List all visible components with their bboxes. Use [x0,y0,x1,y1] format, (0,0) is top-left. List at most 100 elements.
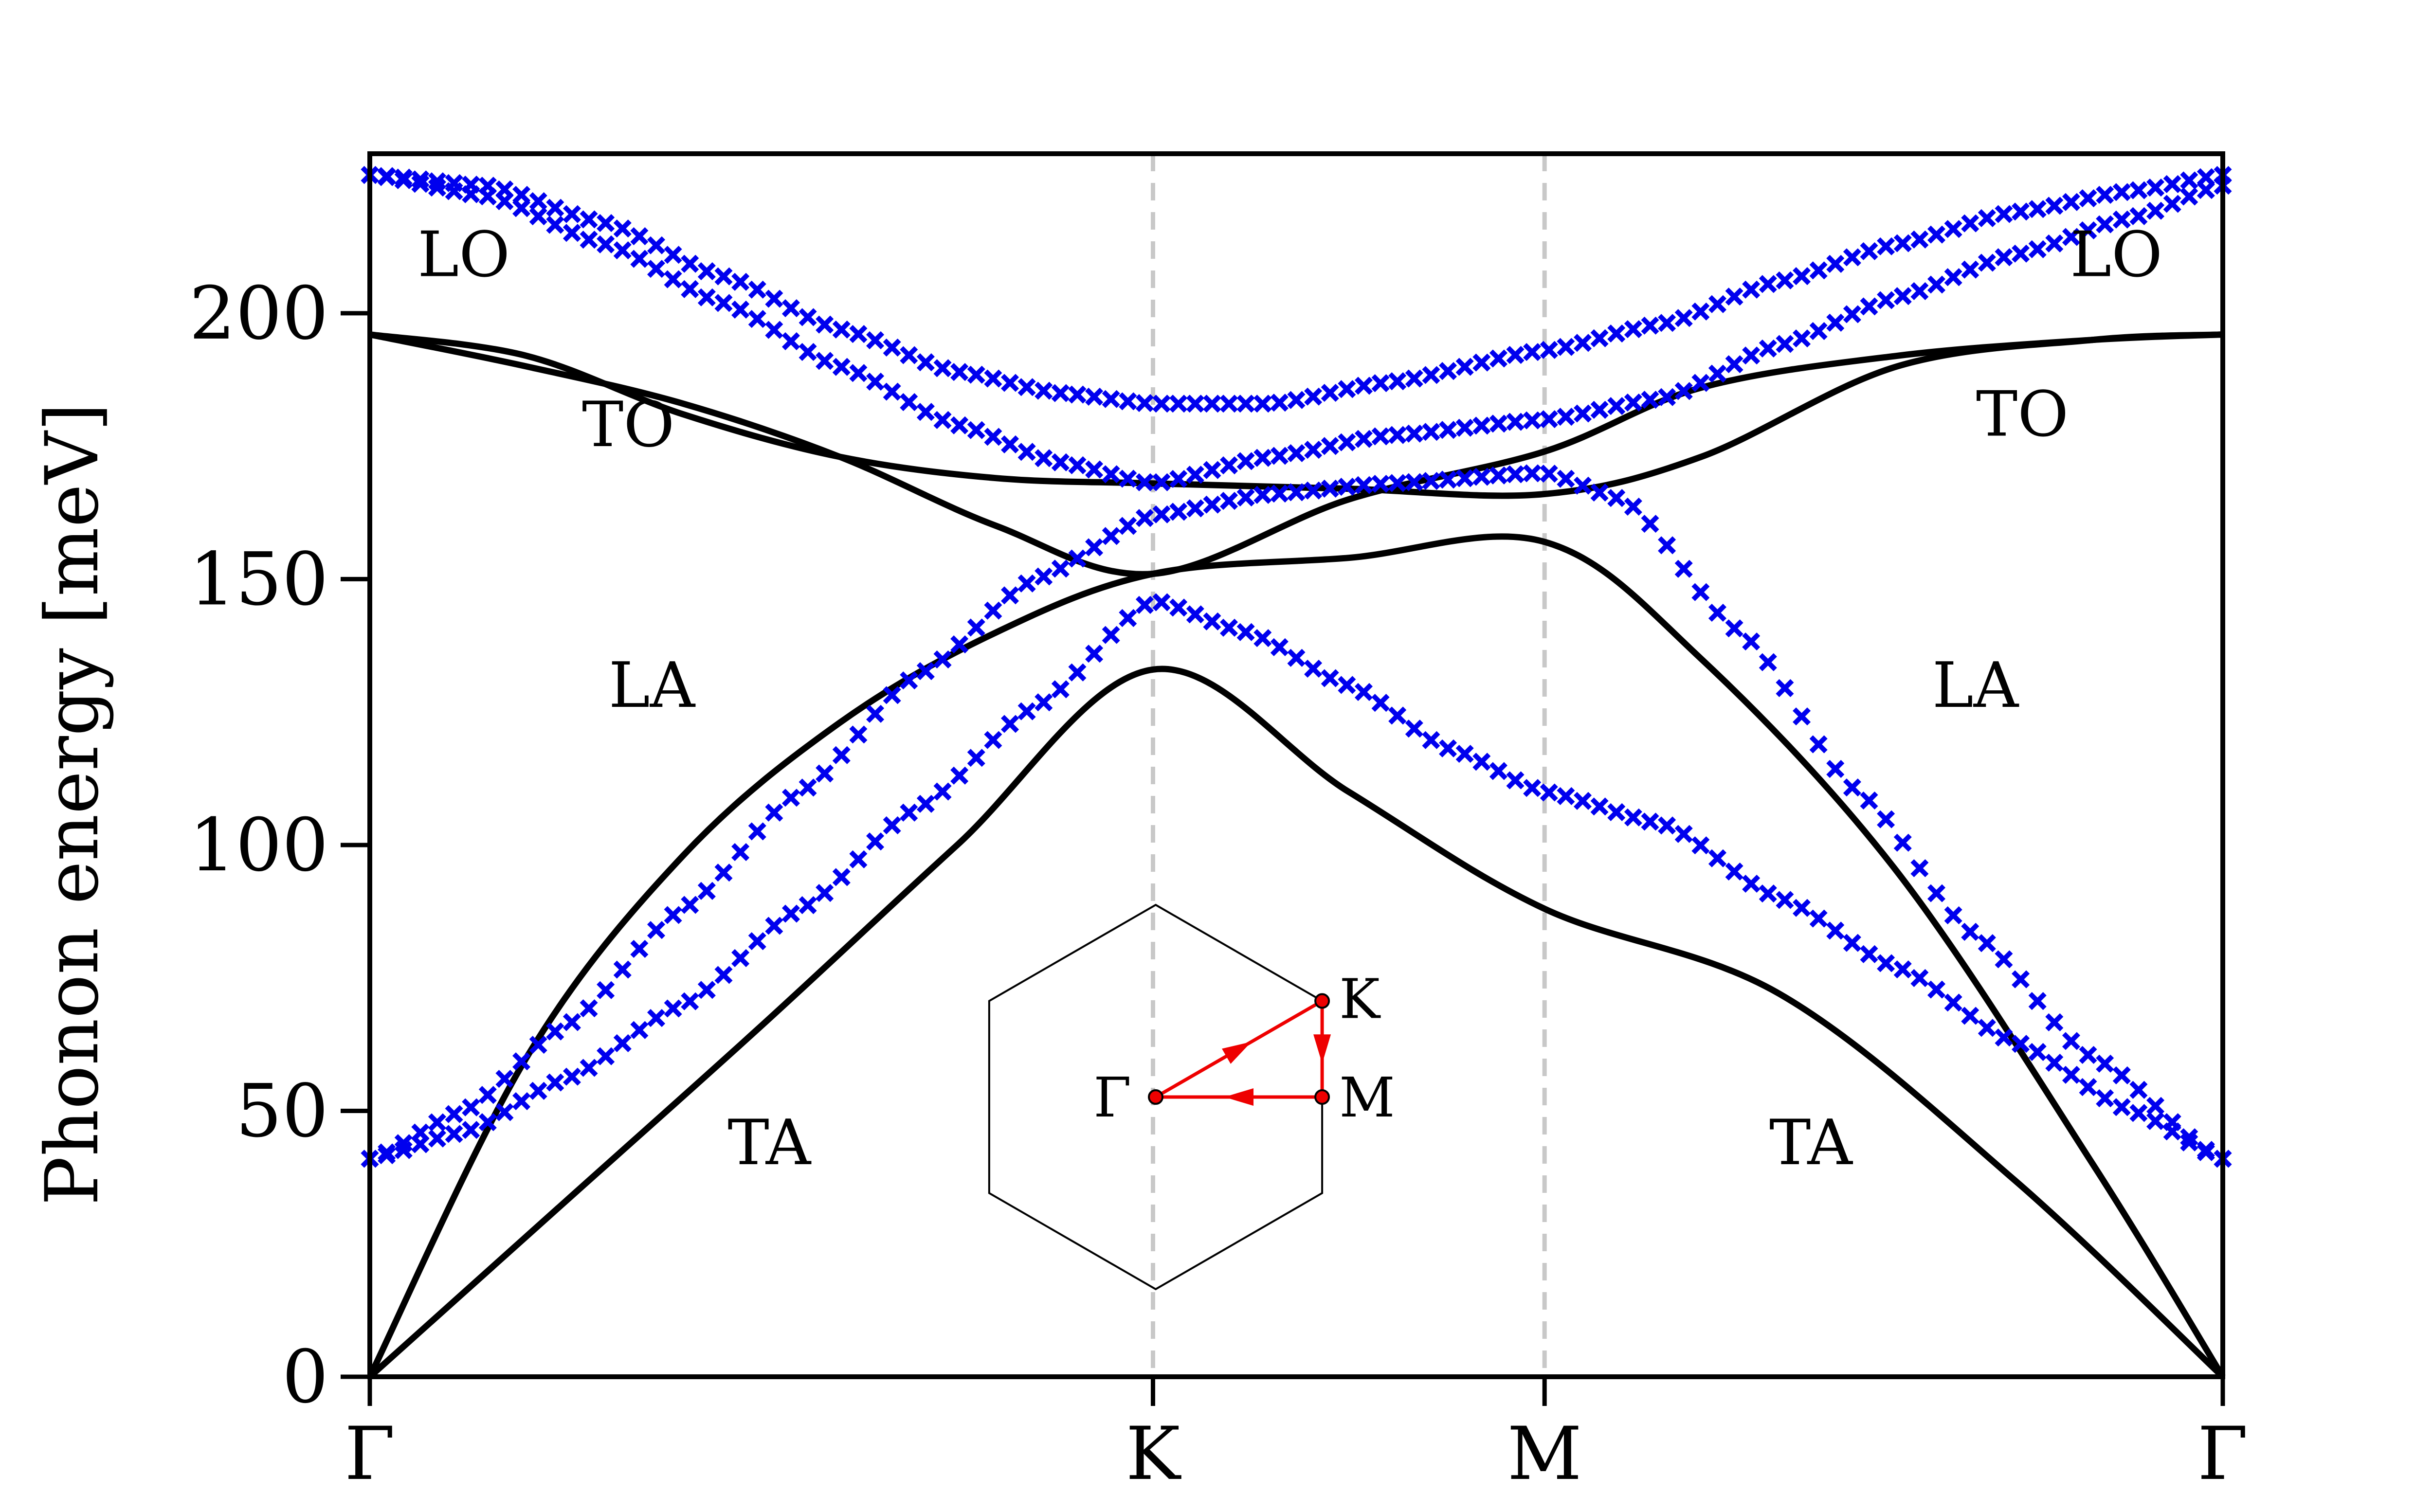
marker-point [445,174,463,192]
marker-point [866,331,885,349]
marker-point [1759,339,1777,358]
marker-point [748,310,766,328]
marker-point [2045,1053,2064,1072]
marker-point [2096,1089,2114,1108]
marker-point [1793,899,1811,917]
marker-point [1152,593,1171,612]
marker-point [816,764,834,783]
marker-point [1270,484,1289,503]
marker-point [1978,934,1996,953]
marker-point [1759,884,1777,903]
marker-point [916,662,935,681]
marker-point [748,822,766,841]
marker-point [1843,248,1861,267]
marker-point [1135,509,1154,527]
marker-point [1540,341,1558,359]
marker-point [1152,505,1171,523]
marker-point [580,210,598,229]
marker-point [1236,395,1255,413]
marker-point [1910,969,1929,987]
marker-point [2028,992,2047,1010]
marker-point [933,782,952,801]
marker-point [697,262,716,281]
marker-point [1219,618,1238,637]
marker-point [1405,473,1423,491]
marker-point [1809,735,1828,754]
marker-point [1000,374,1019,392]
marker-point [1388,706,1407,725]
marker-point [781,299,800,318]
marker-point [950,416,969,434]
marker-point [849,725,868,744]
marker-point [1927,275,1946,294]
y-axis-label: Phonon energy [meV] [30,403,115,1206]
marker-point [1203,461,1221,479]
branch-label-5: TO [1976,378,2069,450]
marker-point [1068,385,1087,404]
marker-point [2062,228,2080,246]
marker-point [2045,234,2064,253]
marker-point [411,175,430,193]
marker-point [1186,605,1204,624]
marker-point [1557,338,1575,356]
marker-point [714,864,733,882]
marker-point [546,216,564,234]
marker-point [1455,358,1474,376]
marker-point [1068,663,1087,682]
marker-point [1725,288,1743,306]
y-tick-label-0: 0 [282,1335,328,1420]
marker-point [495,1070,514,1088]
marker-point [1995,950,2013,969]
marker-point [2012,202,2030,221]
inset-point-1 [1314,993,1330,1009]
marker-point [1068,549,1087,568]
x-tick-label-1: K [1126,1412,1181,1496]
marker-point [445,1125,463,1143]
marker-point [1826,921,1845,940]
marker-point [1826,313,1845,332]
marker-point [478,177,497,195]
marker-point [2028,200,2047,218]
marker-point [1000,435,1019,453]
marker-point [1000,715,1019,733]
marker-point [1557,408,1575,426]
marker-point [731,843,750,862]
series-layer [361,166,2232,1379]
marker-point [1910,859,1929,878]
marker-point [1371,427,1390,446]
marker-point [2062,1065,2080,1084]
marker-point [563,224,581,242]
marker-point [1793,707,1811,726]
marker-point [1253,629,1272,648]
marker-point [580,231,598,249]
marker-point [1489,762,1507,780]
marker-point [378,1143,396,1162]
series-markers-7 [361,166,2232,413]
marker-point [2112,1066,2131,1084]
marker-point [2012,970,2030,989]
marker-point [1506,346,1525,364]
branch-label-4: LO [2070,218,2162,291]
marker-point [866,372,885,391]
marker-point [765,321,783,339]
marker-point [2096,185,2114,204]
marker-point [1287,391,1306,409]
series-line-3 [369,331,2223,577]
marker-point [1253,449,1272,467]
marker-point [1017,378,1036,396]
marker-point [849,325,868,343]
series-line-2 [369,331,2223,499]
marker-point [1236,452,1255,470]
marker-point [1641,812,1659,831]
marker-point [1472,416,1491,435]
marker-point [2180,1133,2198,1152]
marker-point [1995,205,2013,223]
marker-point [428,172,447,191]
marker-point [1489,414,1507,433]
marker-point [1978,1019,1996,1037]
marker-point [1691,583,1710,601]
marker-point [832,868,851,886]
marker-point [1893,234,1912,252]
marker-point [664,270,682,288]
